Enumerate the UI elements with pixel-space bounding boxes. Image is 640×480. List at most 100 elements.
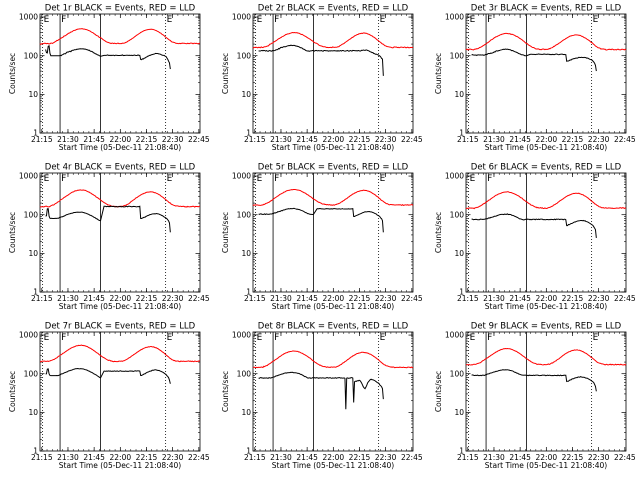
y-tick-label: 100	[450, 51, 465, 60]
marker-label-e: E	[44, 15, 50, 25]
series-events-line	[45, 368, 171, 384]
y-tick-label: 10	[241, 249, 251, 258]
x-tick-label: 22:45	[401, 453, 423, 462]
detector-panel-5: Det 5r BLACK = Events, RED = LLD 1 10 100 10…	[221, 163, 423, 312]
marker-label-e: E	[257, 333, 263, 343]
series-lld-line	[465, 32, 627, 51]
x-tick-label: 21:45	[296, 135, 318, 144]
series-lld-line	[465, 191, 627, 210]
x-tick-label: 21:45	[509, 294, 531, 303]
marker-label-e: E	[257, 174, 263, 184]
y-tick-label: 100	[237, 369, 252, 378]
y-tick-label: 1	[459, 129, 464, 138]
y-tick-label: 100	[450, 369, 465, 378]
series-lld-line	[252, 350, 414, 369]
y-axis-label: Counts/sec	[221, 371, 230, 412]
series-lld-line	[39, 189, 201, 208]
x-tick-label: 22:30	[588, 453, 610, 462]
plot-frame	[465, 13, 627, 134]
panel-title: Det 9r BLACK = Events, RED = LLD	[471, 322, 622, 332]
marker-label-e: E	[593, 15, 599, 25]
plot-frame	[252, 331, 414, 452]
y-tick-label: 10	[454, 90, 464, 99]
x-tick-label: 22:30	[588, 294, 610, 303]
x-axis-label: Start Time (05-Dec-11 21:08:40)	[272, 461, 394, 470]
marker-label-e: E	[380, 15, 386, 25]
detector-panel-7: Det 7r BLACK = Events, RED = LLD 1 10 100 10…	[8, 322, 210, 471]
x-tick-label: 22:15	[349, 453, 371, 462]
x-tick-label: 22:00	[110, 453, 132, 462]
panel-title: Det 6r BLACK = Events, RED = LLD	[471, 163, 622, 173]
y-axis-label: Counts/sec	[8, 212, 17, 253]
marker-label-e: E	[470, 333, 476, 343]
y-tick-label: 1000	[232, 13, 251, 22]
x-axis-label: Start Time (05-Dec-11 21:08:40)	[272, 143, 394, 152]
y-tick-label: 10	[454, 408, 464, 417]
x-tick-label: 21:30	[57, 135, 79, 144]
series-events-line	[45, 45, 171, 70]
x-tick-label: 22:15	[562, 135, 584, 144]
x-tick-label: 21:45	[509, 135, 531, 144]
y-tick-label: 100	[237, 51, 252, 60]
marker-label-e: E	[593, 174, 599, 184]
x-tick-label: 21:30	[270, 294, 292, 303]
panel-title: Det 1r BLACK = Events, RED = LLD	[45, 4, 196, 14]
plot-frame	[39, 13, 201, 134]
x-tick-label: 22:30	[588, 135, 610, 144]
marker-label-e: E	[44, 333, 50, 343]
x-tick-label: 22:30	[162, 135, 184, 144]
marker-label-f: F	[487, 174, 492, 184]
y-tick-label: 10	[241, 90, 251, 99]
y-tick-label: 10	[28, 90, 38, 99]
x-tick-label: 22:45	[401, 135, 423, 144]
x-tick-label: 21:15	[244, 294, 266, 303]
y-tick-label: 1000	[445, 13, 464, 22]
x-tick-label: 21:30	[483, 135, 505, 144]
x-tick-label: 21:30	[270, 135, 292, 144]
x-tick-label: 22:00	[110, 294, 132, 303]
y-tick-label: 1000	[445, 331, 464, 340]
x-axis-label: Start Time (05-Dec-11 21:08:40)	[272, 302, 394, 311]
y-tick-label: 100	[450, 210, 465, 219]
marker-label-f: F	[487, 333, 492, 343]
panel-title: Det 2r BLACK = Events, RED = LLD	[258, 4, 409, 14]
x-tick-label: 22:00	[323, 135, 345, 144]
y-tick-label: 1	[246, 447, 251, 456]
y-axis-label: Counts/sec	[434, 53, 443, 94]
x-tick-label: 22:30	[375, 294, 397, 303]
marker-label-e: E	[470, 174, 476, 184]
x-tick-label: 21:45	[296, 294, 318, 303]
x-tick-label: 22:00	[110, 135, 132, 144]
plot-frame	[39, 172, 201, 293]
x-tick-label: 22:45	[188, 453, 210, 462]
detector-panel-3: Det 3r BLACK = Events, RED = LLD 1 10 100 10…	[434, 4, 636, 153]
x-tick-label: 21:15	[31, 135, 53, 144]
x-tick-label: 22:45	[614, 453, 636, 462]
plot-frame	[465, 172, 627, 293]
series-events-line	[45, 205, 171, 233]
marker-label-e: E	[470, 15, 476, 25]
marker-label-e: E	[593, 333, 599, 343]
x-tick-label: 22:45	[401, 294, 423, 303]
x-tick-label: 21:30	[57, 453, 79, 462]
x-tick-label: 21:15	[244, 453, 266, 462]
y-tick-label: 1	[459, 447, 464, 456]
series-events-line	[258, 207, 384, 233]
detector-panel-9: Det 9r BLACK = Events, RED = LLD 1 10 100 10…	[434, 322, 636, 471]
x-tick-label: 21:45	[83, 294, 105, 303]
series-events-line	[471, 369, 597, 392]
x-tick-label: 21:45	[83, 135, 105, 144]
y-tick-label: 100	[24, 210, 39, 219]
y-tick-label: 100	[237, 210, 252, 219]
panel-title: Det 3r BLACK = Events, RED = LLD	[471, 4, 622, 14]
x-tick-label: 21:45	[83, 453, 105, 462]
detector-panel-2: Det 2r BLACK = Events, RED = LLD 1 10 100 10…	[221, 4, 423, 153]
y-tick-label: 1000	[19, 331, 38, 340]
panel-title: Det 4r BLACK = Events, RED = LLD	[45, 163, 196, 173]
x-tick-label: 22:45	[188, 135, 210, 144]
plot-frame	[252, 13, 414, 134]
y-axis-label: Counts/sec	[221, 212, 230, 253]
x-tick-label: 21:15	[31, 453, 53, 462]
x-tick-label: 21:30	[270, 453, 292, 462]
series-lld-line	[39, 28, 201, 45]
